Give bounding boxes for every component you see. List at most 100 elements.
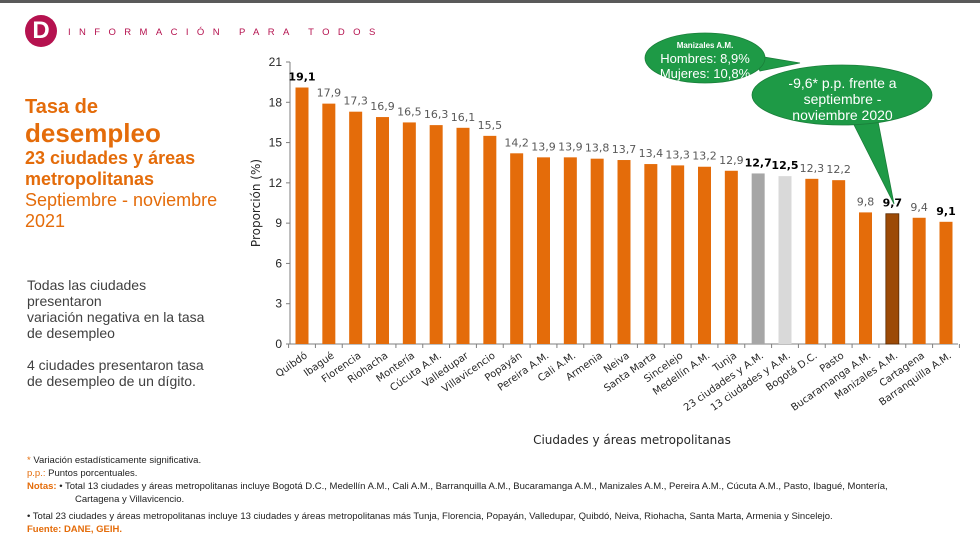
variation-line-3: noviembre 2020 — [792, 107, 893, 123]
bar-value-label: 19,1 — [288, 71, 315, 84]
bar-villavicencio — [483, 135, 497, 344]
footnote-notas: Notas: • Total 13 ciudades y áreas metro… — [27, 480, 888, 493]
y-tick-label: 3 — [275, 297, 282, 311]
bar-value-label: 13,9 — [558, 140, 583, 153]
bar-value-label: 17,3 — [343, 95, 368, 108]
bar-13-ciudades-y-a-m- — [778, 176, 792, 344]
title-line-2: desempleo — [25, 118, 161, 148]
title-line-1: Tasa de — [25, 96, 98, 118]
note-line: variación negativa en la tasa — [27, 309, 205, 325]
bar-value-label: 16,9 — [370, 100, 395, 113]
pp-text: Puntos porcentuales. — [45, 468, 138, 479]
bar-armenia — [590, 158, 604, 344]
variation-callout-bubble — [751, 64, 933, 126]
bar-bucaramanga-a-m- — [859, 212, 872, 344]
title-line-3: 23 ciudades y áreas — [25, 148, 196, 168]
bar-value-label: 13,4 — [639, 147, 664, 160]
footnote-source: Fuente: DANE, GEIH. — [27, 524, 123, 535]
title-line-6: 2021 — [25, 211, 66, 231]
bar-value-label: 16,3 — [424, 108, 449, 121]
bar-montería — [402, 122, 416, 344]
bar-value-label: 9,1 — [936, 205, 956, 218]
bar-value-label: 13,8 — [585, 142, 610, 155]
bar-ibagué — [322, 103, 336, 344]
y-axis-label: Proporción (%) — [249, 159, 263, 247]
note-line: presentaron — [27, 293, 102, 309]
bar-value-label: 12,7 — [745, 156, 772, 169]
manizales-callout-title: Manizales A.M. — [676, 41, 734, 50]
note-line: Todas las ciudades — [27, 277, 147, 293]
side-notes: Todas las ciudades presentaron variación… — [27, 277, 227, 405]
notas-label: Notas: — [27, 481, 57, 492]
asterisk-text: Variación estadísticamente significativa… — [30, 455, 202, 466]
bar-23-ciudades-y-a-m- — [751, 173, 765, 344]
note-all-cities: Todas las ciudades presentaron variación… — [27, 277, 227, 341]
bar-value-label: 9,4 — [910, 201, 928, 214]
bar-value-label: 12,9 — [719, 154, 744, 167]
bar-value-label: 13,9 — [531, 140, 556, 153]
asterisk-label: * — [27, 455, 31, 466]
bar-value-label: 9,8 — [857, 195, 875, 208]
bar-bogotá-d-c- — [805, 178, 819, 344]
footnote-asterisk: * Variación estadísticamente significati… — [27, 454, 888, 467]
bar-value-label: 12,3 — [800, 162, 825, 175]
footnote-pp: p.p.: Puntos porcentuales. — [27, 467, 888, 480]
note-single-digit: 4 ciudades presentaron tasa de desempleo… — [27, 357, 227, 389]
slide-title: Tasa de desempleo 23 ciudades y áreas me… — [25, 96, 217, 232]
bar-value-label: 13,2 — [692, 150, 717, 163]
bar-neiva — [617, 160, 631, 344]
y-tick-label: 0 — [275, 337, 282, 351]
y-tick-label: 9 — [275, 216, 282, 230]
unemployment-bar-chart: 0 3 6 9 12 15 18 21 Proporción (%) Ciudades y áre… — [249, 32, 960, 447]
x-tick-label: Quibdó — [274, 350, 310, 380]
variation-line-2: septiembre - — [803, 91, 882, 107]
bar-value-label: 13,7 — [612, 143, 637, 156]
title-line-4: metropolitanas — [25, 169, 155, 189]
bar-value-label: 12,2 — [826, 163, 851, 176]
y-tick-label: 18 — [269, 95, 283, 109]
bar-pereira-a-m- — [537, 157, 550, 344]
variation-callout-text: -9,6* p.p. frente a septiembre - noviemb… — [765, 75, 920, 123]
manizales-callout-bubble — [644, 32, 766, 84]
bar-santa-marta — [644, 164, 658, 344]
bar-value-label: 13,3 — [665, 148, 690, 161]
note-line: 4 ciudades presentaron tasa — [27, 357, 204, 373]
note-line: de desempleo de un dígito. — [27, 373, 196, 389]
footnote-notas-cont: Cartagena y Villavicencio. — [75, 494, 185, 505]
x-axis-label: Ciudades y áreas metropolitanas — [533, 433, 731, 447]
bar-quibdó — [295, 87, 309, 344]
y-tick-label: 12 — [269, 176, 283, 190]
manizales-callout-text: Manizales A.M. Hombres: 8,9% Mujeres: 10… — [640, 40, 770, 81]
y-tick-label: 6 — [275, 256, 282, 270]
bar-tunja — [724, 170, 738, 344]
manizales-callout-men: Hombres: 8,9% — [660, 51, 750, 66]
bar-cúcuta-a-m- — [429, 125, 443, 344]
bar-barranquilla-a-m- — [939, 221, 953, 344]
pp-label: p.p.: — [27, 468, 46, 479]
bar-value-label: 16,1 — [451, 111, 476, 124]
tagline: INFORMACIÓN PARA TODOS — [68, 27, 384, 38]
bar-value-label: 12,5 — [771, 159, 798, 172]
bar-sincelejo — [671, 165, 685, 344]
bar-riohacha — [376, 117, 389, 344]
y-tick-label: 15 — [269, 136, 283, 150]
bar-value-label: 9,7 — [883, 197, 903, 210]
bar-valledupar — [456, 127, 470, 344]
title-line-5: Septiembre - noviembre — [25, 190, 218, 210]
footer-notes: * Variación estadísticamente significati… — [27, 454, 888, 536]
footnote-nota-2: • Total 23 ciudades y áreas metropolitan… — [27, 511, 833, 522]
bar-cali-a-m- — [563, 157, 577, 344]
note-line: de desempleo — [27, 325, 115, 341]
bar-florencia — [349, 111, 363, 344]
bar-value-label: 16,5 — [397, 105, 422, 118]
bar-value-label: 15,5 — [478, 119, 503, 132]
bar-value-label: 17,9 — [317, 87, 342, 100]
nota-1-text: • Total 13 ciudades y áreas metropolitan… — [56, 481, 888, 492]
bar-cartagena — [912, 217, 926, 344]
bar-pasto — [832, 180, 846, 344]
variation-line-1: -9,6* p.p. frente a — [788, 75, 897, 91]
bar-manizales-a-m- — [885, 213, 900, 345]
bar-medellín-a-m- — [698, 166, 711, 344]
bar-popayán — [510, 153, 524, 344]
y-tick-label: 21 — [269, 55, 283, 69]
